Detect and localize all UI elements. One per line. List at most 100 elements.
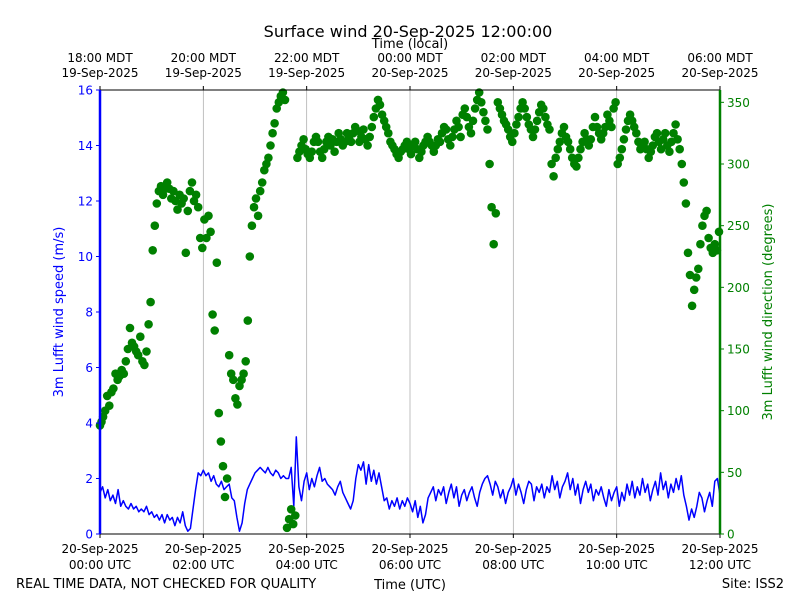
direction-point-240: [590, 112, 600, 122]
direction-point-50: [198, 243, 207, 253]
direction-point-168: [441, 125, 451, 134]
top-tick-time-3: 00:00 MDT: [377, 51, 443, 65]
direction-point-44: [185, 186, 195, 196]
direction-point-238: [586, 135, 596, 144]
direction-point-276: [665, 147, 674, 156]
direction-point-93: [286, 505, 296, 514]
axes-layer: 20-Sep-2025 00:00 UTC 20-Sep-2025 02:00 UTC…: [61, 51, 758, 572]
direction-point-85: [270, 119, 279, 128]
direction-point-250: [611, 98, 620, 107]
direction-point-114: [330, 147, 339, 156]
direction-point-19: [133, 350, 143, 360]
direction-point-279: [671, 120, 680, 129]
direction-point-175: [456, 132, 465, 142]
direction-point-136: [375, 100, 385, 110]
direction-point-253: [617, 144, 627, 154]
direction-point-128: [359, 125, 368, 134]
direction-point-185: [477, 98, 486, 107]
right-tick-label-2: 100: [727, 404, 750, 418]
top-tick-date-2: 19-Sep-2025: [268, 66, 345, 80]
top-tick-time-2: 22:00 MDT: [274, 51, 340, 65]
direction-point-56: [210, 326, 219, 335]
direction-point-268: [648, 141, 658, 150]
direction-point-89: [278, 88, 288, 97]
direction-point-23: [142, 347, 151, 356]
direction-point-165: [435, 137, 445, 147]
direction-point-212: [532, 116, 542, 126]
direction-point-26: [148, 246, 157, 255]
bottom-tick-time-6: 12:00 UTC: [689, 558, 751, 572]
direction-point-132: [367, 122, 377, 132]
direction-point-149: [402, 137, 412, 147]
direction-point-228: [565, 144, 575, 154]
direction-point-76: [251, 194, 261, 203]
direction-point-290: [694, 264, 703, 274]
right-axis-label: 3m Lufft wind direction (degrees): [761, 204, 776, 421]
direction-point-264: [640, 137, 649, 147]
direction-point-133: [369, 112, 379, 122]
direction-point-151: [406, 149, 416, 159]
direction-point-74: [247, 221, 257, 230]
direction-point-12: [119, 369, 129, 379]
top-axis-label: Time (local): [371, 37, 448, 52]
bottom-tick-time-2: 04:00 UTC: [276, 558, 338, 572]
direction-point-67: [233, 400, 242, 409]
direction-point-274: [660, 128, 670, 138]
bottom-tick-time-1: 02:00 UTC: [172, 558, 234, 572]
direction-point-130: [363, 141, 372, 150]
direction-point-180: [466, 128, 476, 138]
direction-point-221: [551, 153, 560, 163]
direction-point-75: [249, 202, 259, 212]
site-label: Site: ISS2: [722, 577, 784, 592]
bottom-tick-time-3: 06:00 UTC: [379, 558, 441, 572]
direction-point-174: [454, 122, 463, 132]
direction-point-42: [181, 248, 191, 258]
direction-point-131: [365, 132, 375, 142]
bottom-axis-label: Time (UTC): [373, 578, 446, 593]
bottom-tick-date-0: 20-Sep-2025: [61, 542, 138, 556]
direction-point-108: [317, 153, 327, 163]
direction-point-70: [239, 369, 248, 379]
direction-point-65: [229, 375, 238, 385]
direction-point-233: [576, 144, 585, 154]
direction-point-55: [208, 310, 217, 319]
direction-point-280: [673, 135, 682, 144]
direction-point-223: [555, 137, 565, 147]
direction-point-63: [224, 350, 234, 360]
direction-point-15: [125, 323, 135, 333]
direction-point-61: [220, 492, 230, 502]
direction-point-171: [448, 132, 457, 142]
bottom-tick-date-3: 20-Sep-2025: [371, 542, 448, 556]
direction-point-285: [683, 248, 693, 258]
direction-point-91: [282, 523, 292, 533]
right-tick-label-1: 50: [727, 466, 742, 480]
right-tick-label-0: 0: [727, 528, 735, 542]
direction-point-220: [549, 172, 558, 181]
direction-point-186: [479, 107, 488, 117]
bottom-tick-date-1: 20-Sep-2025: [165, 542, 242, 556]
top-tick-time-4: 02:00 MDT: [481, 51, 547, 65]
direction-point-27: [150, 221, 160, 230]
direction-point-59: [216, 437, 226, 446]
direction-point-294: [702, 206, 711, 216]
direction-point-140: [384, 128, 393, 138]
right-tick-label-6: 300: [727, 158, 750, 172]
direction-point-200: [508, 137, 517, 147]
direction-point-270: [652, 128, 662, 138]
direction-point-282: [677, 159, 687, 169]
top-tick-date-4: 20-Sep-2025: [475, 66, 552, 80]
direction-point-13: [121, 357, 131, 366]
direction-point-203: [514, 112, 523, 122]
direction-point-231: [572, 162, 581, 171]
direction-point-45: [187, 178, 197, 187]
direction-point-48: [193, 202, 203, 212]
direction-point-281: [675, 144, 684, 154]
direction-point-178: [462, 112, 472, 122]
direction-point-225: [559, 122, 569, 132]
direction-point-62: [222, 474, 232, 483]
direction-point-202: [512, 120, 521, 129]
direction-point-77: [253, 211, 263, 221]
direction-point-283: [679, 178, 689, 187]
